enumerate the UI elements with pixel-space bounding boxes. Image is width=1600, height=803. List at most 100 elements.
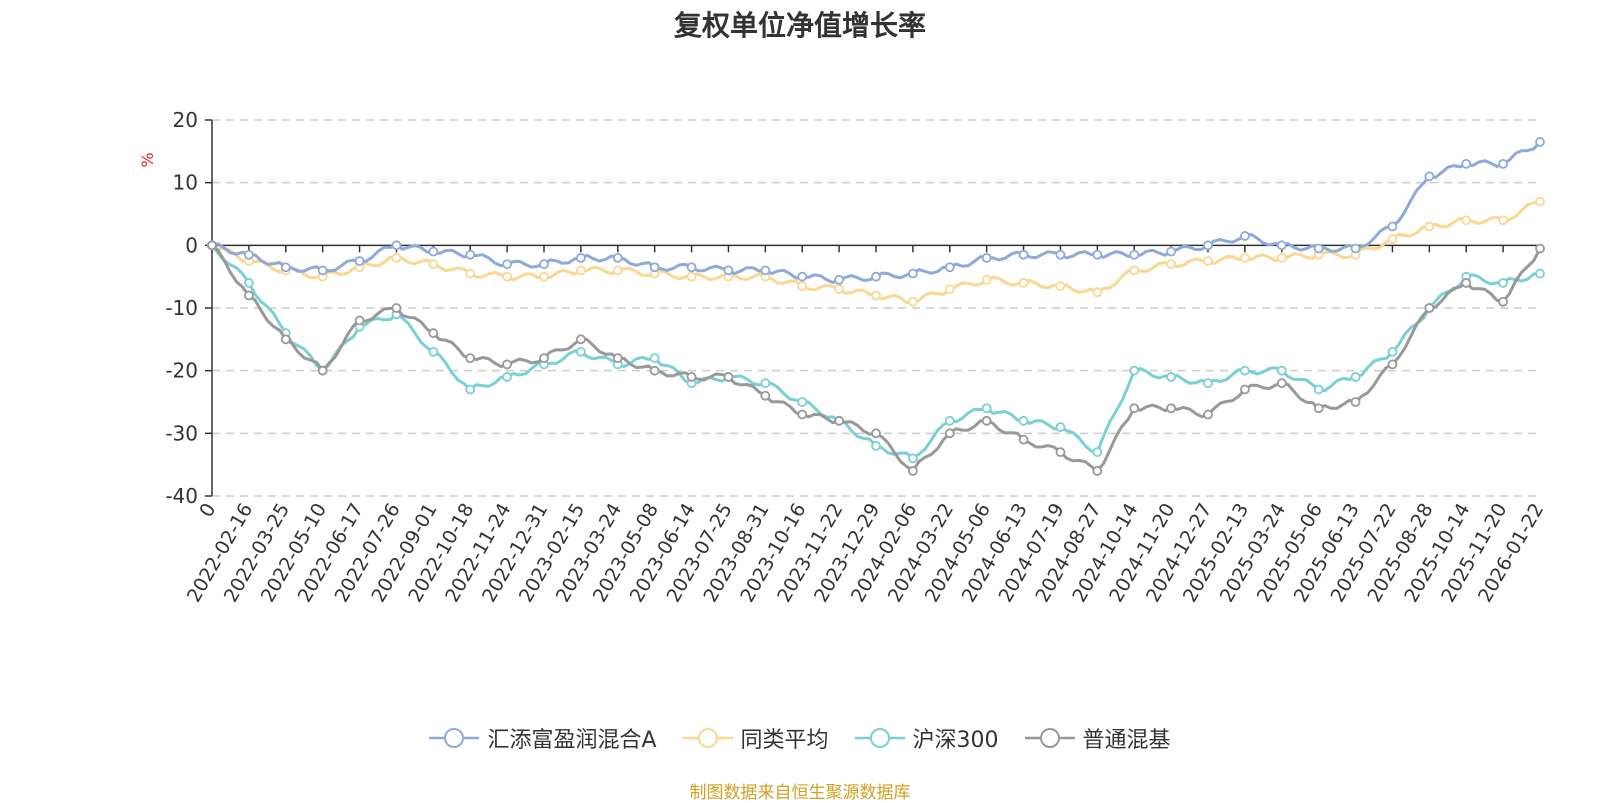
data-point [465,384,476,395]
data-point [391,303,402,313]
data-point [1535,196,1545,207]
legend-label: 沪深300 [912,728,999,753]
data-point [1092,287,1103,298]
legend-item[interactable]: 沪深300 [854,722,999,754]
data-point [649,353,660,364]
data-point [944,284,955,295]
data-point [243,290,254,301]
data-point [612,265,623,276]
data-point [612,252,623,263]
data-point [428,346,439,357]
data-point [797,409,808,420]
legend-label: 普通混基 [1082,728,1171,753]
data-point [1166,372,1177,382]
data-point [1387,234,1398,244]
data-point [1166,259,1177,270]
data-point [1461,278,1472,288]
data-point [1129,403,1140,414]
data-point [1239,231,1250,241]
data-point [1276,240,1287,251]
data-point [1092,447,1103,458]
data-point [1055,447,1066,458]
data-point [1166,403,1177,414]
data-point [1535,268,1545,279]
legend-line-marker-icon [854,728,905,748]
data-point [1350,397,1361,407]
data-point [834,274,845,285]
data-point [1276,365,1287,376]
data-point [428,259,439,270]
data-point [465,353,476,364]
y-tick-label: 20 [173,108,198,132]
data-point [944,262,955,273]
data-point [502,372,513,382]
data-point [539,353,549,364]
data-point [1461,158,1472,169]
data-point [834,415,845,426]
data-point [1018,249,1029,260]
y-axis-unit-label: % [138,152,157,167]
data-point [1203,378,1213,389]
data-point [1498,158,1509,169]
data-point [797,271,808,282]
data-point [1129,265,1140,276]
legend-line-marker-icon [1024,728,1075,748]
legend-line-marker-icon [682,728,733,748]
data-point [428,328,439,338]
series-layer [207,137,1545,476]
data-point [1387,346,1398,357]
data-point [575,334,586,345]
data-point [907,453,918,464]
data-point [1239,365,1250,376]
data-point [391,252,402,263]
legend-line-marker-icon [429,728,480,748]
data-point [391,240,402,251]
data-point [1203,256,1213,266]
data-point [760,390,771,401]
legend-item[interactable]: 同类平均 [682,722,829,754]
data-point [1498,278,1509,288]
data-point [1239,384,1250,395]
data-point [1092,466,1103,476]
legend-label: 汇添富盈润混合A [487,728,657,753]
series-line [211,140,1542,284]
data-point [871,440,881,451]
data-point [1203,409,1213,420]
data-point [981,403,992,414]
data-point [575,346,586,357]
data-point [354,256,365,266]
data-point [1313,384,1324,395]
data-point [1313,243,1324,254]
data-point [502,271,513,282]
data-point [686,271,697,282]
data-point [1018,434,1029,445]
data-point [1166,246,1177,257]
data-point [1387,359,1398,370]
legend: 汇添富盈润混合A 同类平均 沪深300 普通混基 [0,722,1600,754]
data-point [760,378,771,389]
data-point [1498,296,1509,307]
x-tick-label: 0 [195,500,220,521]
data-point [1387,221,1398,232]
y-tick-label: -10 [165,296,198,320]
data-point [1535,137,1545,147]
legend-item[interactable]: 普通混基 [1024,722,1171,754]
data-point [1203,240,1213,251]
data-point [1018,278,1029,288]
data-point [317,365,328,376]
data-point [1276,378,1287,389]
data-point [1498,215,1509,226]
data-point [207,240,217,251]
data-point [1313,403,1324,414]
data-point [1424,221,1435,232]
data-point [1018,415,1029,426]
data-point [981,274,992,285]
data-point [465,249,476,260]
data-point [686,372,697,382]
data-point [1424,303,1435,313]
legend-item[interactable]: 汇添富盈润混合A [429,722,657,754]
data-point [981,252,992,263]
data-point [649,262,660,273]
data-point [243,278,254,288]
